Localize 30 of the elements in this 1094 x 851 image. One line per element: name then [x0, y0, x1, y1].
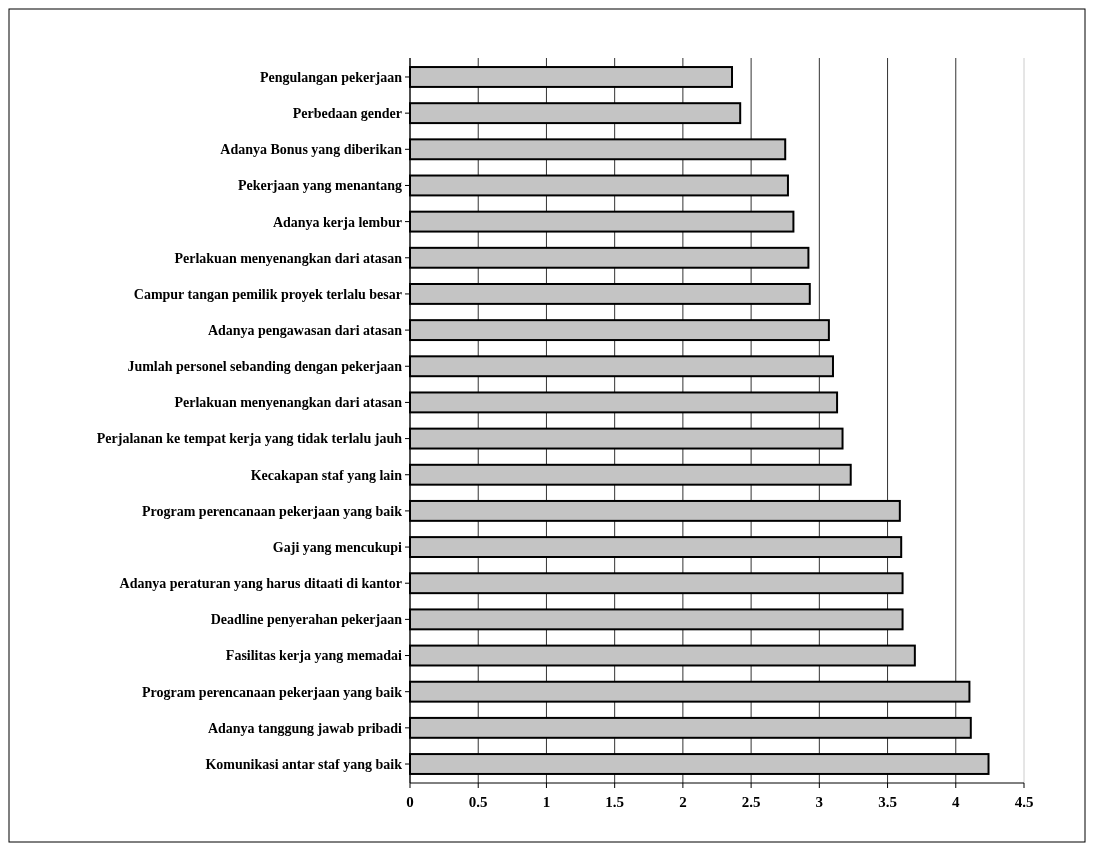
- x-tick-label: 4: [952, 794, 961, 810]
- y-tick-label: Perjalanan ke tempat kerja yang tidak terlalu jauh: [96, 431, 403, 447]
- y-tick-label: Adanya pengawasan dari atasan: [207, 323, 403, 338]
- y-tick-label: Adanya kerja lembur: [272, 214, 402, 230]
- y-tick-label: Fasilitas kerja yang memadai: [225, 648, 403, 664]
- y-tick-label: Perlakuan menyenangkan dari atasan: [174, 395, 403, 411]
- y-tick-label: Program perencanaan pekerjaan yang baik: [141, 684, 403, 700]
- y-tick-label: Jumlah personel sebanding dengan pekerjaan: [127, 359, 403, 375]
- x-tick-label: 2.5: [741, 794, 761, 810]
- x-tick-label: 0: [406, 794, 414, 810]
- y-tick-label: Pekerjaan yang menantang: [237, 178, 402, 194]
- y-tick-label: Adanya tanggung jawab pribadi: [207, 720, 403, 736]
- x-tick-label: 2: [679, 794, 687, 810]
- x-tick-label: 3: [815, 794, 824, 810]
- x-tick-label: 4.5: [1014, 794, 1034, 810]
- y-tick-label: Kecakapan staf yang lain: [250, 467, 403, 483]
- y-tick-label: Pengulangan pekerjaan: [260, 69, 403, 85]
- y-tick-label: Adanya peraturan yang harus ditaati di kantor: [119, 576, 402, 592]
- y-tick-label: Perlakuan menyenangkan dari atasan: [174, 250, 403, 266]
- x-tick-label: 1: [542, 794, 551, 810]
- y-tick-label: Gaji yang mencukupi: [272, 539, 403, 555]
- y-tick-label: Program perencanaan pekerjaan yang baik: [141, 503, 403, 519]
- y-tick-label: Deadline penyerahan pekerjaan: [210, 612, 403, 628]
- x-tick-label: 1.5: [605, 794, 625, 810]
- y-tick-label: Komunikasi antar staf yang baik: [205, 756, 403, 772]
- x-tick-label: 3.5: [878, 794, 897, 810]
- y-tick-label: Adanya Bonus yang diberikan: [220, 142, 403, 158]
- y-tick-label: Perbedaan gender: [292, 106, 402, 122]
- x-tick-label: 0.5: [468, 794, 488, 810]
- y-tick-label: Campur tangan pemilik proyek terlalu besar: [133, 286, 402, 302]
